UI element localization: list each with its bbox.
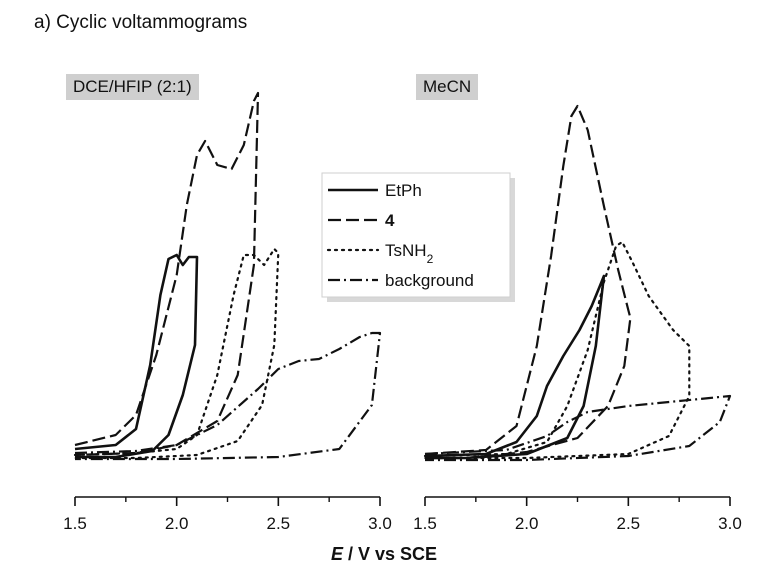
curve-tsnh2-dce-hfip xyxy=(73,247,280,460)
curve-4-mecn xyxy=(424,104,632,460)
x-tick-label-dce-hfip: 1.5 xyxy=(63,514,87,533)
curve-4-dce-hfip xyxy=(74,91,260,457)
x-tick-label-dce-hfip: 2.5 xyxy=(267,514,291,533)
x-axis-variable: E xyxy=(330,544,343,564)
legend-label-background: background xyxy=(385,271,474,290)
panel-label-mecn: MeCN xyxy=(416,74,479,100)
curve-etph-dce-hfip xyxy=(74,253,199,459)
x-tick-label-dce-hfip: 3.0 xyxy=(368,514,392,533)
panel-label-dce-hfip: DCE/HFIP (2:1) xyxy=(66,74,199,100)
curve-background-mecn xyxy=(424,394,732,462)
legend-label-4: 4 xyxy=(385,211,395,230)
curve-tsnh2-mecn xyxy=(423,240,691,460)
x-axis-unit: / V vs SCE xyxy=(342,544,438,564)
x-axis-label: E / V vs SCE xyxy=(0,544,768,565)
x-tick-label-mecn: 2.0 xyxy=(515,514,539,533)
x-tick-label-mecn: 3.0 xyxy=(718,514,742,533)
x-tick-label-mecn: 2.5 xyxy=(617,514,641,533)
panel-mecn: 1.5 2.0 2.5 3.0 xyxy=(413,104,742,533)
figure-title: a) Cyclic voltammograms xyxy=(34,12,248,33)
legend-label-etph: EtPh xyxy=(385,181,422,200)
curve-etph-mecn xyxy=(424,274,606,460)
x-tick-label-dce-hfip: 2.0 xyxy=(165,514,189,533)
legend-box xyxy=(321,172,511,298)
x-tick-label-mecn: 1.5 xyxy=(413,514,437,533)
curve-background-dce-hfip xyxy=(74,331,382,461)
panel-dce-hfip: 1.5 2.0 2.5 3.0 xyxy=(63,91,392,533)
